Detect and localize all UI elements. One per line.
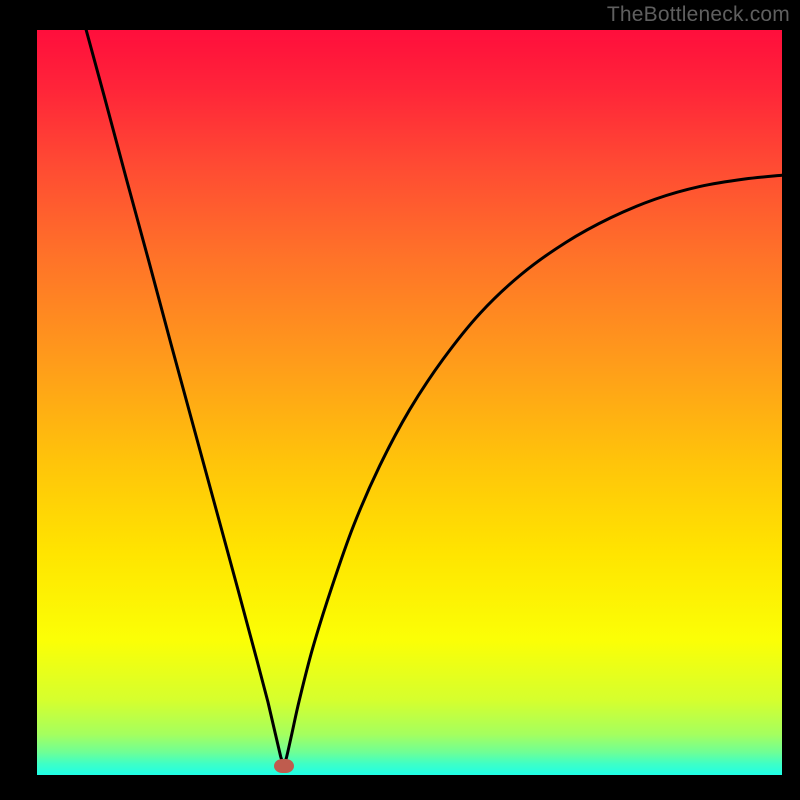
plot-area <box>37 30 782 775</box>
curve-svg <box>37 30 782 775</box>
bottleneck-curve <box>86 30 782 766</box>
watermark-text: TheBottleneck.com <box>607 3 790 27</box>
minimum-marker <box>274 759 294 773</box>
chart-frame <box>0 0 800 800</box>
